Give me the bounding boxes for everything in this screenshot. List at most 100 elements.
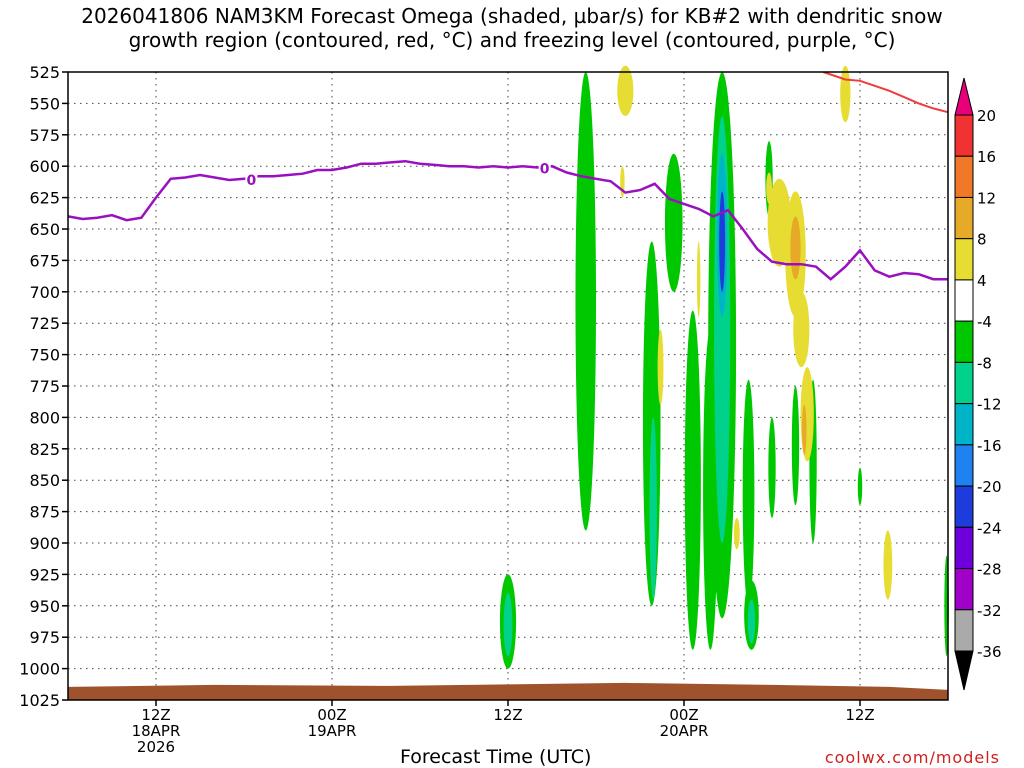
x-tick-label: 20APR [660, 722, 709, 740]
y-axis-ticks: 525 550 575 600 625 650 675 700 725 750 775 800 825 8… [19, 63, 68, 710]
terrain-shape [68, 682, 948, 700]
omega-region [883, 530, 893, 600]
colorbar-label: -32 [977, 602, 1002, 620]
omega-region [733, 517, 740, 550]
omega-region [793, 291, 810, 368]
colorbar: 20 16 12 8 4 -4 -8 -12 -16 -20 -24 -28 -32 -36 [954, 77, 1002, 691]
omega-region [585, 191, 595, 317]
omega-region [840, 65, 851, 123]
colorbar-label: 8 [977, 231, 987, 249]
y-tick-label: 625 [29, 189, 60, 208]
y-tick-label: 650 [29, 220, 60, 239]
x-axis-label: Forecast Time (UTC) [400, 746, 592, 768]
colorbar-segment [954, 609, 974, 652]
omega-region [857, 467, 863, 506]
x-tick-label: 2026 [137, 738, 175, 756]
omega-region [657, 329, 664, 405]
omega-region [696, 241, 701, 317]
y-tick-label: 825 [29, 440, 60, 459]
y-tick-label: 600 [29, 157, 60, 176]
colorbar-segment [954, 568, 974, 611]
y-tick-label: 800 [29, 408, 60, 427]
y-tick-label: 1000 [19, 660, 60, 679]
terrain-fill [68, 682, 948, 700]
y-tick-label: 850 [29, 471, 60, 490]
colorbar-segment [954, 526, 974, 570]
title-line-1: 2026041806 NAM3KM Forecast Omega (shaded… [81, 4, 943, 28]
colorbar-segment [954, 444, 974, 487]
credit-text: coolwx.com/models [824, 748, 1000, 767]
y-tick-label: 575 [29, 126, 60, 145]
colorbar-bottom-arrow [954, 650, 974, 691]
y-tick-label: 875 [29, 503, 60, 522]
omega-region [664, 153, 683, 292]
omega-region [791, 386, 800, 506]
x-tick-label: 12Z [493, 706, 522, 724]
freezing-level-label: 0 [540, 161, 550, 177]
y-tick-label: 750 [29, 346, 60, 365]
omega-region [768, 417, 776, 518]
freezing-label-bg [245, 171, 258, 188]
omega-region [767, 178, 792, 267]
colorbar-label: -20 [977, 478, 1002, 496]
y-tick-label: 550 [29, 94, 60, 113]
omega-region [503, 593, 513, 657]
colorbar-segment [954, 320, 974, 363]
colorbar-label: -4 [977, 313, 992, 331]
omega-region [802, 404, 807, 456]
colorbar-segment [954, 114, 974, 157]
title-line-2: growth region (contoured, red, °C) and f… [128, 28, 896, 52]
colorbar-segment [954, 238, 974, 281]
freezing-level-label: 0 [246, 173, 256, 189]
y-tick-label: 775 [29, 377, 60, 396]
y-tick-label: 700 [29, 283, 60, 302]
colorbar-label: 16 [977, 148, 996, 166]
y-tick-label: 950 [29, 597, 60, 616]
y-tick-label: 675 [29, 251, 60, 270]
freezing-label-bg [538, 160, 551, 177]
colorbar-segment [954, 485, 974, 528]
colorbar-label: -12 [977, 396, 1002, 414]
colorbar-label: 20 [977, 107, 996, 125]
colorbar-label: -36 [977, 643, 1002, 661]
y-tick-label: 725 [29, 314, 60, 333]
colorbar-label: -16 [977, 437, 1002, 455]
y-tick-label: 925 [29, 565, 60, 584]
omega-region [747, 599, 756, 644]
colorbar-label: 12 [977, 189, 996, 207]
x-tick-label: 18APR [132, 722, 181, 740]
omega-region [649, 417, 657, 600]
omega-region [742, 379, 755, 606]
omega-region [719, 191, 726, 292]
colorbar-segment [954, 196, 974, 240]
omega-region [790, 216, 801, 280]
omega-shading [499, 65, 949, 669]
colorbar-label: -8 [977, 354, 992, 372]
x-tick-label: 00Z [669, 706, 698, 724]
colorbar-top-arrow [954, 77, 974, 116]
y-tick-label: 1025 [19, 691, 60, 710]
omega-region [575, 72, 596, 531]
colorbar-label: -28 [977, 561, 1002, 579]
dgz-contour-line [822, 71, 949, 114]
freezing-level-line [67, 159, 948, 281]
contour-lines: 00 [67, 71, 949, 281]
colorbar-label: 4 [977, 272, 987, 290]
x-tick-label: 19APR [308, 722, 357, 740]
y-tick-label: 525 [29, 63, 60, 82]
colorbar-segment [954, 279, 974, 322]
omega-region [684, 310, 701, 650]
colorbar-segment [954, 361, 974, 405]
colorbar-label: -24 [977, 519, 1002, 537]
y-tick-label: 900 [29, 534, 60, 553]
chart-title: 2026041806 NAM3KM Forecast Omega (shaded… [0, 4, 1024, 52]
y-tick-label: 975 [29, 628, 60, 647]
omega-region [617, 65, 634, 116]
colorbar-segment [954, 403, 974, 446]
x-tick-label: 12Z [141, 706, 170, 724]
x-tick-label: 00Z [317, 706, 346, 724]
colorbar-segment [954, 155, 974, 198]
x-tick-label: 12Z [845, 706, 874, 724]
